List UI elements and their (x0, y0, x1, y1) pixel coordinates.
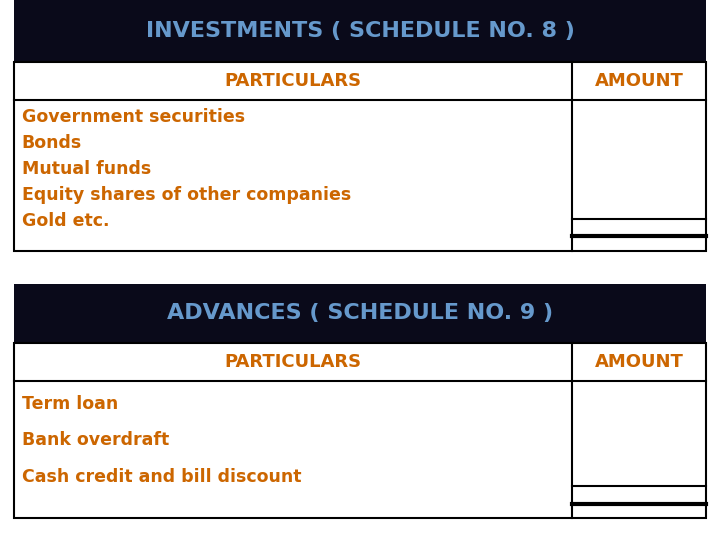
Text: Gold etc.: Gold etc. (22, 212, 109, 230)
Text: AMOUNT: AMOUNT (595, 72, 683, 90)
Bar (14, 381, 706, 518)
Bar (14, 62, 706, 251)
Text: ADVANCES ( SCHEDULE NO. 9 ): ADVANCES ( SCHEDULE NO. 9 ) (167, 303, 553, 323)
Bar (14, 343, 706, 381)
Text: Cash credit and bill discount: Cash credit and bill discount (22, 468, 301, 485)
Text: Bonds: Bonds (22, 134, 82, 152)
Bar (14, 343, 706, 518)
Bar (14, 0, 706, 62)
Bar (14, 100, 706, 251)
Text: Bank overdraft: Bank overdraft (22, 431, 169, 449)
Text: AMOUNT: AMOUNT (595, 353, 683, 371)
Bar (14, 62, 706, 100)
Text: Mutual funds: Mutual funds (22, 160, 151, 178)
Text: INVESTMENTS ( SCHEDULE NO. 8 ): INVESTMENTS ( SCHEDULE NO. 8 ) (145, 21, 575, 41)
Text: PARTICULARS: PARTICULARS (225, 72, 362, 90)
Text: Term loan: Term loan (22, 395, 118, 413)
Text: Government securities: Government securities (22, 108, 245, 126)
Text: PARTICULARS: PARTICULARS (225, 353, 362, 371)
Text: Equity shares of other companies: Equity shares of other companies (22, 186, 351, 204)
Bar (14, 284, 706, 343)
